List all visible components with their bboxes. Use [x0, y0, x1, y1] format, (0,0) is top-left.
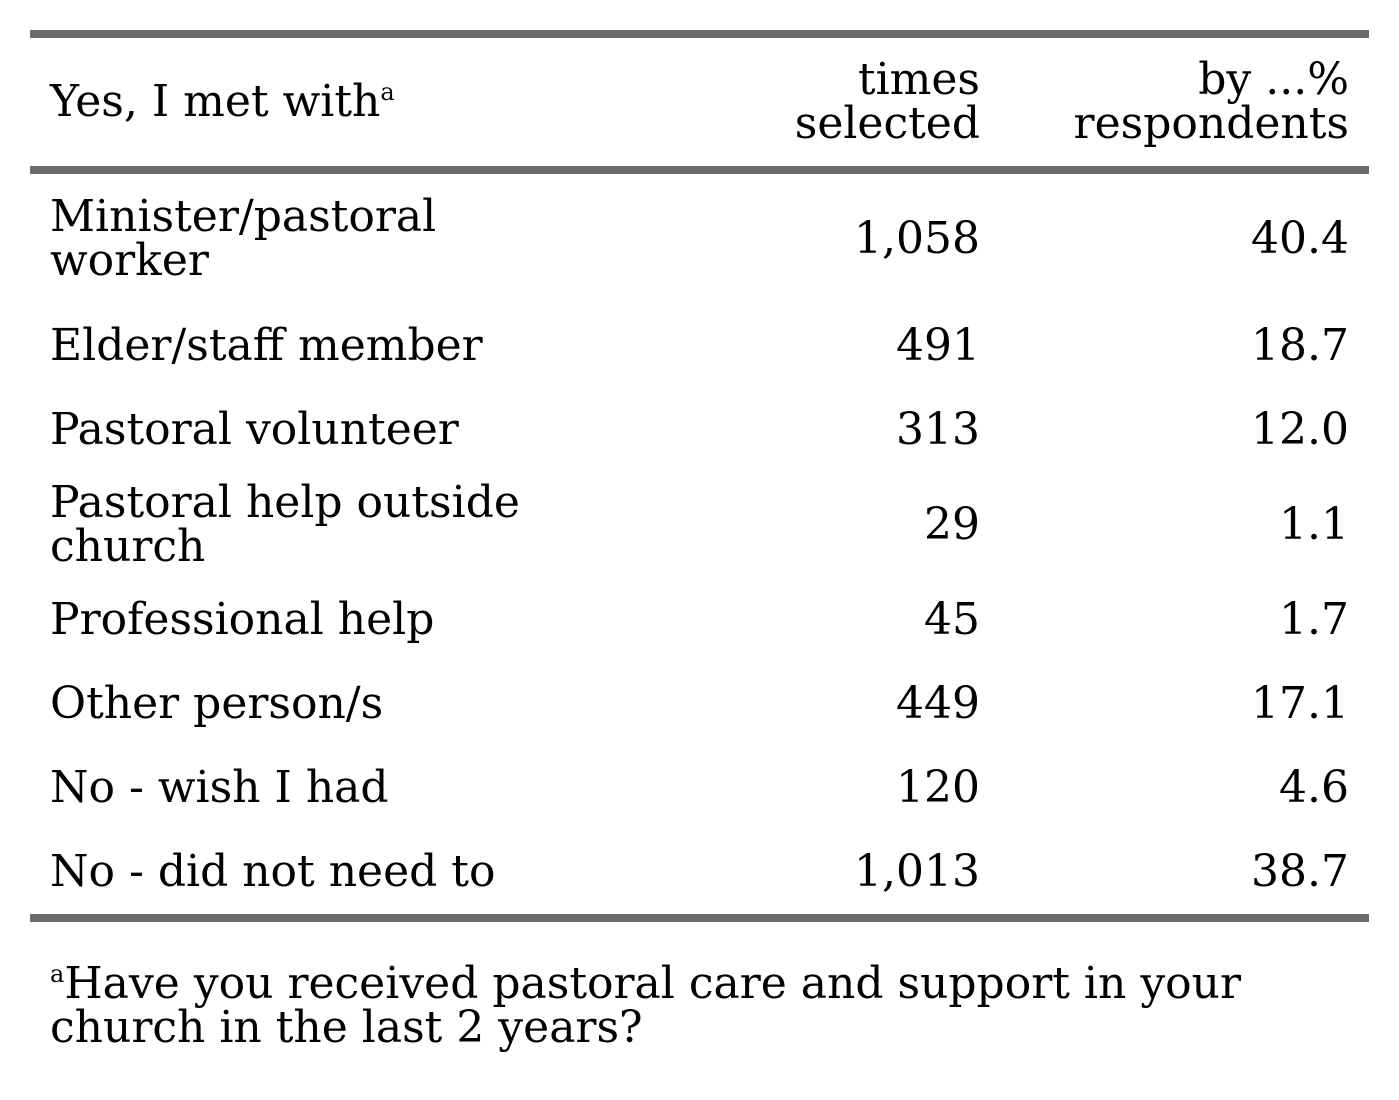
row-times: 45	[924, 594, 980, 645]
row-times: 313	[896, 404, 980, 455]
row-label: Professional help	[50, 594, 435, 645]
header-times-line2: selected	[794, 98, 980, 149]
pastoral-care-table: Yes, I met witha times selected by ...% re…	[30, 30, 1369, 926]
row-label-line1: Minister/pastoral	[50, 191, 437, 242]
row-pct: 38.7	[1251, 846, 1349, 897]
row-label: No - did not need to	[50, 846, 496, 897]
table-row: Pastoral volunteer 313 12.0	[30, 388, 1369, 472]
row-label: No - wish I had	[50, 762, 389, 813]
row-times: 29	[924, 499, 980, 550]
table-row: Elder/staff member 491 18.7	[30, 304, 1369, 388]
table-footnote: aHave you received pastoral care and sup…	[50, 962, 1350, 1050]
footnote-line1: Have you received pastoral care and supp…	[64, 958, 1242, 1009]
row-times: 491	[896, 320, 980, 371]
row-times: 120	[896, 762, 980, 813]
row-pct: 18.7	[1251, 320, 1349, 371]
row-times: 449	[896, 678, 980, 729]
header-label-text: Yes, I met with	[50, 76, 381, 127]
header-label: Yes, I met witha	[30, 38, 590, 170]
table-row: No - wish I had 120 4.6	[30, 746, 1369, 830]
row-label: Other person/s	[50, 678, 384, 729]
row-label: Elder/staff member	[50, 320, 483, 371]
row-label: Pastoral help outside church	[30, 472, 590, 578]
footnote-marker: a	[50, 960, 65, 988]
footnote-line2: church in the last 2 years?	[50, 1002, 643, 1053]
row-times: 1,058	[854, 213, 980, 264]
row-label-line2: church	[50, 521, 206, 572]
row-label-line2: worker	[50, 235, 209, 286]
table-row: Other person/s 449 17.1	[30, 662, 1369, 746]
header-footnote-marker: a	[380, 78, 395, 106]
row-pct: 12.0	[1251, 404, 1349, 455]
row-pct: 40.4	[1251, 213, 1349, 264]
row-pct: 4.6	[1279, 762, 1349, 813]
row-times: 1,013	[854, 846, 980, 897]
row-label-line1: Pastoral help outside	[50, 477, 520, 528]
table-row: Professional help 45 1.7	[30, 578, 1369, 662]
header-row: Yes, I met witha times selected by ...% re…	[30, 38, 1369, 170]
row-pct: 17.1	[1251, 678, 1349, 729]
header-times-line1: times	[857, 54, 980, 105]
row-pct: 1.7	[1279, 594, 1349, 645]
table-row: Pastoral help outside church 29 1.1	[30, 472, 1369, 578]
header-pct-line1: by ...%	[1198, 54, 1349, 105]
row-pct: 1.1	[1279, 499, 1349, 550]
header-pct-line2: respondents	[1073, 98, 1349, 149]
row-label: Pastoral volunteer	[50, 404, 459, 455]
header-times-selected: times selected	[590, 38, 1000, 170]
row-label: Minister/pastoral worker	[30, 174, 590, 304]
bottom-rule	[30, 914, 1369, 926]
table-row: No - did not need to 1,013 38.7	[30, 830, 1369, 918]
table-row: Minister/pastoral worker 1,058 40.4	[30, 174, 1369, 304]
header-percent-respondents: by ...% respondents	[1000, 38, 1369, 170]
